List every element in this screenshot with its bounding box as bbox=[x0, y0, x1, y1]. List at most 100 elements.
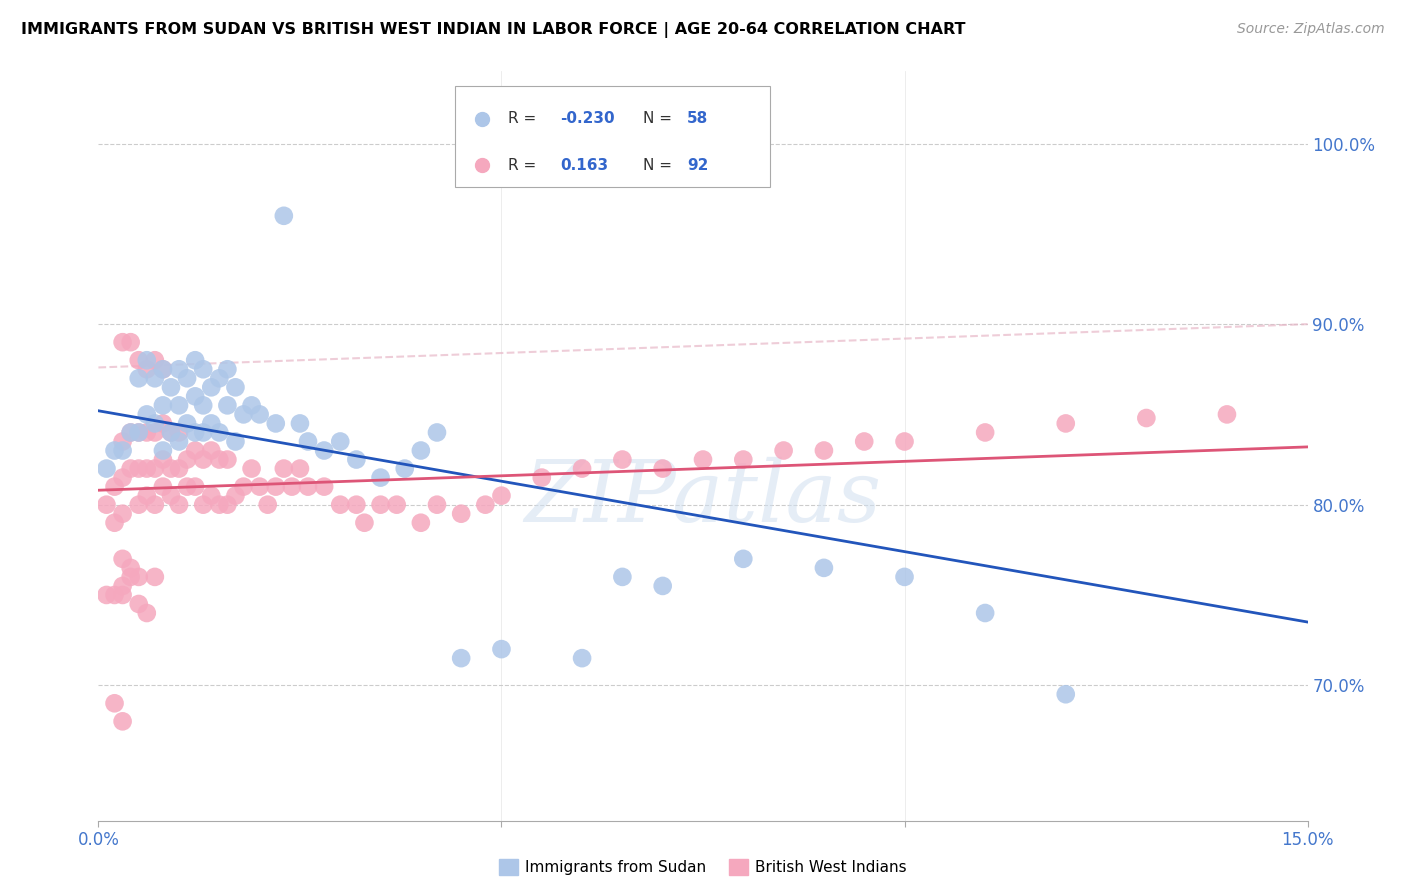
Point bbox=[1216, 408, 1239, 422]
Point bbox=[103, 588, 125, 602]
Point bbox=[450, 651, 472, 665]
Point bbox=[152, 417, 174, 431]
Point bbox=[491, 489, 513, 503]
Point bbox=[264, 417, 287, 431]
Point bbox=[409, 443, 432, 458]
Point bbox=[143, 498, 166, 512]
Text: 92: 92 bbox=[688, 158, 709, 173]
Point bbox=[152, 443, 174, 458]
Point bbox=[692, 452, 714, 467]
Point bbox=[232, 480, 254, 494]
Point bbox=[184, 425, 207, 440]
Point bbox=[128, 425, 150, 440]
Point bbox=[135, 408, 157, 422]
Point bbox=[167, 362, 190, 376]
Point bbox=[160, 461, 183, 475]
Point bbox=[143, 461, 166, 475]
Point bbox=[370, 498, 392, 512]
Point bbox=[273, 209, 295, 223]
Point bbox=[167, 398, 190, 412]
Point bbox=[264, 480, 287, 494]
Point bbox=[128, 353, 150, 368]
Point bbox=[273, 461, 295, 475]
Point bbox=[160, 380, 183, 394]
Point bbox=[143, 425, 166, 440]
Point bbox=[200, 417, 222, 431]
Point bbox=[167, 461, 190, 475]
Point bbox=[217, 398, 239, 412]
Point bbox=[256, 498, 278, 512]
Point bbox=[152, 362, 174, 376]
Point bbox=[111, 443, 134, 458]
Point bbox=[135, 489, 157, 503]
Point bbox=[143, 417, 166, 431]
Point bbox=[111, 579, 134, 593]
Point bbox=[893, 570, 915, 584]
Point bbox=[394, 461, 416, 475]
Point bbox=[491, 642, 513, 657]
Point bbox=[103, 516, 125, 530]
Point bbox=[249, 480, 271, 494]
Point bbox=[152, 398, 174, 412]
Point bbox=[612, 452, 634, 467]
Text: N =: N = bbox=[643, 112, 676, 126]
Point bbox=[111, 714, 134, 729]
Text: ZIPatlas: ZIPatlas bbox=[524, 457, 882, 540]
Point bbox=[193, 498, 215, 512]
Point bbox=[224, 380, 246, 394]
Point bbox=[176, 417, 198, 431]
Point bbox=[208, 452, 231, 467]
Point bbox=[103, 443, 125, 458]
Point bbox=[193, 425, 215, 440]
Point bbox=[249, 408, 271, 422]
Point bbox=[120, 335, 142, 350]
Text: Source: ZipAtlas.com: Source: ZipAtlas.com bbox=[1237, 22, 1385, 37]
Point bbox=[120, 461, 142, 475]
Point bbox=[208, 371, 231, 385]
Point bbox=[160, 425, 183, 440]
Point bbox=[128, 570, 150, 584]
Point bbox=[450, 507, 472, 521]
Point bbox=[974, 425, 997, 440]
Point bbox=[143, 570, 166, 584]
Point bbox=[176, 480, 198, 494]
Point bbox=[200, 489, 222, 503]
Point bbox=[314, 443, 336, 458]
Point bbox=[651, 579, 673, 593]
Text: 0.163: 0.163 bbox=[561, 158, 609, 173]
Point bbox=[111, 552, 134, 566]
Point bbox=[135, 425, 157, 440]
Point bbox=[224, 489, 246, 503]
Point bbox=[128, 371, 150, 385]
Point bbox=[314, 480, 336, 494]
Point bbox=[135, 461, 157, 475]
Point bbox=[344, 452, 367, 467]
Point bbox=[120, 425, 142, 440]
Point bbox=[208, 498, 231, 512]
Point bbox=[135, 606, 157, 620]
Point bbox=[128, 461, 150, 475]
Text: 58: 58 bbox=[688, 112, 709, 126]
Legend: Immigrants from Sudan, British West Indians: Immigrants from Sudan, British West Indi… bbox=[499, 860, 907, 875]
Point bbox=[135, 362, 157, 376]
Point bbox=[474, 498, 496, 512]
Point bbox=[143, 371, 166, 385]
Text: -0.230: -0.230 bbox=[561, 112, 614, 126]
Point bbox=[329, 434, 352, 449]
Point bbox=[571, 651, 593, 665]
Point bbox=[974, 606, 997, 620]
Point bbox=[353, 516, 375, 530]
Point bbox=[193, 398, 215, 412]
Point bbox=[200, 443, 222, 458]
Point bbox=[288, 461, 311, 475]
Point bbox=[128, 597, 150, 611]
Text: R =: R = bbox=[509, 158, 547, 173]
Point bbox=[772, 443, 794, 458]
Point bbox=[893, 434, 915, 449]
Point bbox=[160, 489, 183, 503]
Point bbox=[530, 470, 553, 484]
Point bbox=[240, 398, 263, 412]
Point bbox=[217, 362, 239, 376]
Point bbox=[297, 480, 319, 494]
Point bbox=[297, 434, 319, 449]
